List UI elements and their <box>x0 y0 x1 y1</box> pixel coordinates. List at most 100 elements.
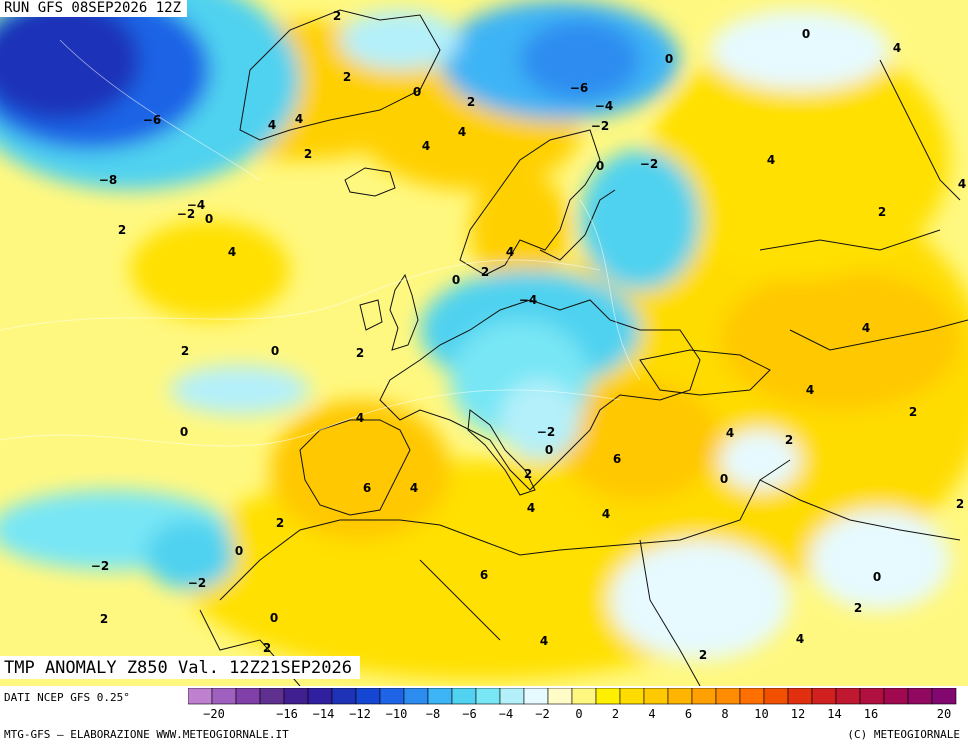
anomaly-label: 0 <box>802 27 810 41</box>
legend-swatch <box>475 688 501 705</box>
legend-swatch <box>427 688 453 705</box>
anomaly-label: 4 <box>458 125 466 139</box>
anomaly-label: 4 <box>295 112 303 126</box>
legend-tick-label: 4 <box>648 707 655 721</box>
legend-swatch <box>571 688 597 705</box>
anomaly-label: 0 <box>452 273 460 287</box>
anomaly-label: −2 <box>591 119 609 133</box>
anomaly-label: 2 <box>785 433 793 447</box>
anomaly-label: 2 <box>854 601 862 615</box>
map-title: TMP ANOMALY Z850 Val. 12Z21SEP2026 <box>0 656 360 679</box>
anomaly-label: 2 <box>276 516 284 530</box>
legend-swatch <box>259 688 285 705</box>
anomaly-label: 2 <box>878 205 886 219</box>
anomaly-label: 4 <box>422 139 430 153</box>
anomaly-label: 0 <box>413 85 421 99</box>
anomaly-label: −2 <box>91 559 109 573</box>
legend-tick-label: 12 <box>791 707 805 721</box>
footer: DATI NCEP GFS 0.25° −20 −16 −14 −12 −10 −8 −6−… <box>0 686 968 745</box>
anomaly-label: 2 <box>467 95 475 109</box>
legend-tick-label: −6 <box>462 707 476 721</box>
legend-swatch <box>715 688 741 705</box>
legend-swatch <box>355 688 381 705</box>
anomaly-labels: 2 −6 −8 −4 −2 0 2 4 4 4 2 2 0 2 4 4 −6 −… <box>91 9 966 662</box>
anomaly-label: 4 <box>410 481 418 495</box>
legend-swatch <box>931 688 957 705</box>
legend-swatch <box>811 688 837 705</box>
anomaly-label: 4 <box>228 245 236 259</box>
legend-swatch <box>835 688 861 705</box>
anomaly-label: −2 <box>177 207 195 221</box>
legend-swatch <box>739 688 765 705</box>
anomaly-label: 4 <box>862 321 870 335</box>
anomaly-label: 2 <box>481 265 489 279</box>
legend-swatch <box>307 688 333 705</box>
anomaly-label: 2 <box>100 612 108 626</box>
anomaly-label: 4 <box>796 632 804 646</box>
anomaly-label: 2 <box>118 223 126 237</box>
anomaly-label: 4 <box>268 118 276 132</box>
legend-tick-label: −2 <box>535 707 549 721</box>
legend-tick-label: −10 <box>386 707 408 721</box>
anomaly-label: 4 <box>893 41 901 55</box>
anomaly-label: 6 <box>613 452 621 466</box>
anomaly-label: 0 <box>270 611 278 625</box>
anomaly-label: 0 <box>596 159 604 173</box>
anomaly-label: 2 <box>356 346 364 360</box>
legend-swatch <box>907 688 933 705</box>
anomaly-label: 4 <box>540 634 548 648</box>
anomaly-label: 0 <box>180 425 188 439</box>
anomaly-label: 0 <box>665 52 673 66</box>
legend-swatch <box>331 688 357 705</box>
anomaly-label: −2 <box>640 157 658 171</box>
legend-swatch <box>691 688 717 705</box>
anomaly-label: 4 <box>806 383 814 397</box>
anomaly-label: 4 <box>506 245 514 259</box>
anomaly-label: −2 <box>537 425 555 439</box>
anomaly-label: 4 <box>527 501 535 515</box>
anomaly-label: 2 <box>181 344 189 358</box>
legend-swatch <box>595 688 621 705</box>
legend-tick-label: −20 <box>203 707 225 721</box>
anomaly-label: 2 <box>263 641 271 655</box>
legend-tick-label: −8 <box>426 707 440 721</box>
anomaly-label: −6 <box>143 113 161 127</box>
legend-tick-label: 20 <box>937 707 951 721</box>
isotherms <box>0 39 641 447</box>
legend-swatch <box>523 688 549 705</box>
legend-tick-label: 14 <box>827 707 841 721</box>
legend-tick-label: −16 <box>276 707 298 721</box>
anomaly-label: 2 <box>699 648 707 662</box>
anomaly-label: 0 <box>720 472 728 486</box>
anomaly-label: −2 <box>188 576 206 590</box>
anomaly-label: 2 <box>343 70 351 84</box>
anomaly-label: 2 <box>333 9 341 23</box>
credit-left: MTG-GFS — ELABORAZIONE WWW.METEOGIORNALE… <box>4 728 289 741</box>
legend-swatch <box>547 688 573 705</box>
anomaly-label: −6 <box>570 81 588 95</box>
anomaly-label: 0 <box>545 443 553 457</box>
legend-swatch <box>499 688 525 705</box>
anomaly-label: −4 <box>595 99 613 113</box>
legend-swatch <box>211 688 237 705</box>
anomaly-label: 0 <box>271 344 279 358</box>
legend-swatch <box>883 688 909 705</box>
anomaly-label: 4 <box>726 426 734 440</box>
legend-tick-label: −4 <box>499 707 513 721</box>
legend-tick-label: 16 <box>864 707 878 721</box>
legend-swatch <box>451 688 477 705</box>
anomaly-label: 4 <box>602 507 610 521</box>
anomaly-label: 2 <box>956 497 964 511</box>
legend-swatch <box>235 688 261 705</box>
anomaly-label: 0 <box>205 212 213 226</box>
legend-tick-label: 8 <box>721 707 728 721</box>
anomaly-label: −4 <box>519 293 537 307</box>
anomaly-label: 0 <box>873 570 881 584</box>
anomaly-label: 4 <box>356 411 364 425</box>
anomaly-label: 6 <box>363 481 371 495</box>
anomaly-label: 0 <box>235 544 243 558</box>
legend-swatch <box>787 688 813 705</box>
legend-swatch <box>283 688 309 705</box>
anomaly-label: 2 <box>304 147 312 161</box>
anomaly-label: −8 <box>99 173 117 187</box>
